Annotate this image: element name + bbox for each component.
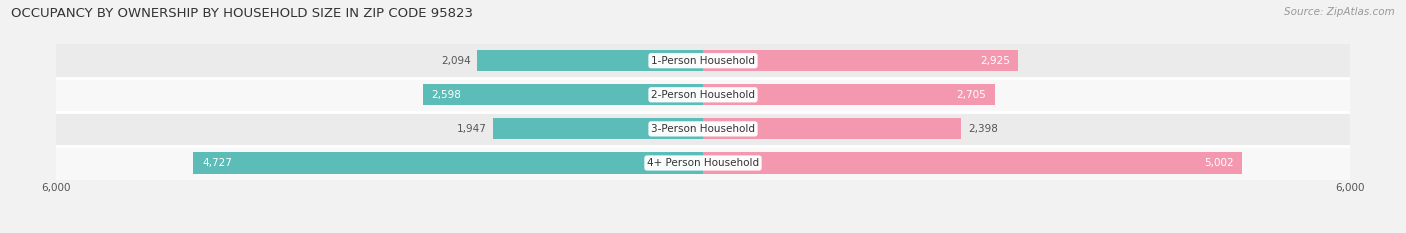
Bar	[194, 152, 703, 174]
Text: 2,398: 2,398	[967, 124, 998, 134]
Text: 5,002: 5,002	[1204, 158, 1233, 168]
Bar	[494, 118, 703, 140]
Text: 1-Person Household: 1-Person Household	[651, 56, 755, 66]
Text: OCCUPANCY BY OWNERSHIP BY HOUSEHOLD SIZE IN ZIP CODE 95823: OCCUPANCY BY OWNERSHIP BY HOUSEHOLD SIZE…	[11, 7, 474, 20]
Text: 2,925: 2,925	[980, 56, 1010, 66]
Bar	[703, 152, 1241, 174]
Text: 2-Person Household: 2-Person Household	[651, 90, 755, 100]
Bar	[56, 44, 1350, 78]
Bar	[703, 50, 1018, 71]
Bar	[477, 50, 703, 71]
Bar	[423, 84, 703, 105]
Text: Source: ZipAtlas.com: Source: ZipAtlas.com	[1284, 7, 1395, 17]
Text: 3-Person Household: 3-Person Household	[651, 124, 755, 134]
Bar	[56, 146, 1350, 180]
Text: 1,947: 1,947	[457, 124, 486, 134]
Text: 2,598: 2,598	[432, 90, 461, 100]
Text: 4,727: 4,727	[202, 158, 232, 168]
Bar	[703, 118, 962, 140]
Text: 4+ Person Household: 4+ Person Household	[647, 158, 759, 168]
Bar	[56, 112, 1350, 146]
Bar	[56, 78, 1350, 112]
Bar	[703, 84, 994, 105]
Text: 2,094: 2,094	[441, 56, 471, 66]
Text: 2,705: 2,705	[956, 90, 986, 100]
